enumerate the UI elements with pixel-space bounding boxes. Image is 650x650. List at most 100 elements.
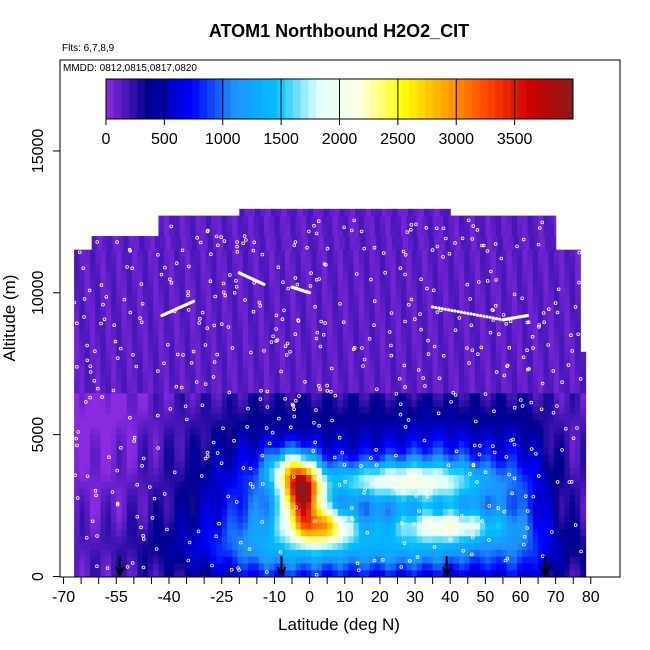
heatmap-cell <box>374 304 381 312</box>
heatmap-cell <box>364 290 370 298</box>
heatmap-cell <box>147 453 154 462</box>
heatmap-cell <box>200 270 207 278</box>
heatmap-cell <box>321 256 328 264</box>
heatmap-cell <box>179 508 186 516</box>
heatmap-cell <box>327 270 334 278</box>
heatmap-cell <box>511 535 518 544</box>
heatmap-cell <box>126 569 133 578</box>
heatmap-cell <box>580 419 587 428</box>
heatmap-cell <box>416 372 423 380</box>
heatmap-cell <box>369 440 376 448</box>
heatmap-cell <box>379 549 386 557</box>
heatmap-cell <box>137 351 144 360</box>
heatmap-cell <box>147 406 154 414</box>
heatmap-cell <box>105 270 112 278</box>
heatmap-cell <box>190 379 196 387</box>
heatmap-cell <box>501 528 508 537</box>
heatmap-cell <box>174 447 181 455</box>
heatmap-cell <box>342 494 349 503</box>
heatmap-cell <box>474 556 481 564</box>
heatmap-cell <box>574 481 581 489</box>
heatmap-cell <box>395 385 402 394</box>
heatmap-cell <box>416 270 423 278</box>
heatmap-cell <box>274 562 281 571</box>
heatmap-cell <box>321 515 328 523</box>
heatmap-cell <box>495 338 502 346</box>
heatmap-cell <box>422 569 428 578</box>
heatmap-cell <box>443 399 450 407</box>
heatmap-cell <box>163 515 170 523</box>
heatmap-cell <box>195 290 202 298</box>
heatmap-cell <box>416 385 423 394</box>
heatmap-cell <box>184 372 191 380</box>
heatmap-cell <box>316 379 323 387</box>
heatmap-cell <box>311 392 318 401</box>
heatmap-cell <box>79 474 86 482</box>
heatmap-cell <box>142 317 149 326</box>
heatmap-cell <box>559 460 566 469</box>
heatmap-cell <box>553 399 560 407</box>
heatmap-cell <box>328 242 335 251</box>
heatmap-cell <box>184 419 191 428</box>
heatmap-cell <box>332 263 339 271</box>
heatmap-cell <box>274 345 281 353</box>
heatmap-cell <box>353 263 360 271</box>
heatmap-cell <box>232 229 239 237</box>
heatmap-cell <box>564 283 571 292</box>
heatmap-cell <box>469 385 476 394</box>
heatmap-cell <box>147 426 154 435</box>
heatmap-cell <box>179 460 186 469</box>
heatmap-cell <box>374 256 381 264</box>
heatmap-cell <box>427 487 434 496</box>
heatmap-cell <box>302 242 309 251</box>
heatmap-cell <box>153 283 160 292</box>
heatmap-cell <box>348 276 355 285</box>
heatmap-cell <box>84 297 91 305</box>
heatmap-cell <box>469 256 476 264</box>
heatmap-cell <box>248 426 254 435</box>
heatmap-cell <box>279 447 286 455</box>
heatmap-cell <box>274 522 281 530</box>
heatmap-cell <box>364 542 370 550</box>
heatmap-cell <box>253 460 260 469</box>
heatmap-cell <box>205 365 212 373</box>
heatmap-cell <box>195 467 202 475</box>
heatmap-cell <box>132 385 138 394</box>
heatmap-cell <box>132 549 138 557</box>
heatmap-cell <box>432 522 439 530</box>
heatmap-cell <box>569 460 576 469</box>
heatmap-cell <box>174 222 181 230</box>
heatmap-cell <box>464 494 471 503</box>
heatmap-cell <box>364 487 370 496</box>
heatmap-cell <box>490 297 497 305</box>
heatmap-cell <box>422 263 428 271</box>
heatmap-cell <box>358 297 365 305</box>
heatmap-cell <box>432 290 439 298</box>
heatmap-cell <box>263 249 270 258</box>
heatmap-cell <box>274 290 281 298</box>
heatmap-cell <box>253 256 260 264</box>
heatmap-cell <box>116 276 123 285</box>
heatmap-cell <box>200 556 207 564</box>
heatmap-cell <box>437 474 444 482</box>
heatmap-cell <box>126 351 133 360</box>
heatmap-cell <box>332 304 339 312</box>
heatmap-cell <box>132 379 138 387</box>
heatmap-cell <box>79 508 86 516</box>
heatmap-cell <box>232 222 239 230</box>
heatmap-cell <box>316 433 323 441</box>
heatmap-cell <box>406 256 413 264</box>
heatmap-cell <box>574 419 581 428</box>
heatmap-cell <box>474 419 481 428</box>
heatmap-cell <box>169 331 175 339</box>
heatmap-cell <box>279 338 286 346</box>
heatmap-cell <box>306 256 312 264</box>
heatmap-cell <box>580 515 587 523</box>
heatmap-cell <box>485 426 492 435</box>
heatmap-cell <box>474 487 481 496</box>
heatmap-cell <box>242 283 249 292</box>
heatmap-cell <box>169 385 175 394</box>
heatmap-cell <box>448 501 455 510</box>
heatmap-cell <box>358 345 365 353</box>
heatmap-cell <box>516 317 523 326</box>
